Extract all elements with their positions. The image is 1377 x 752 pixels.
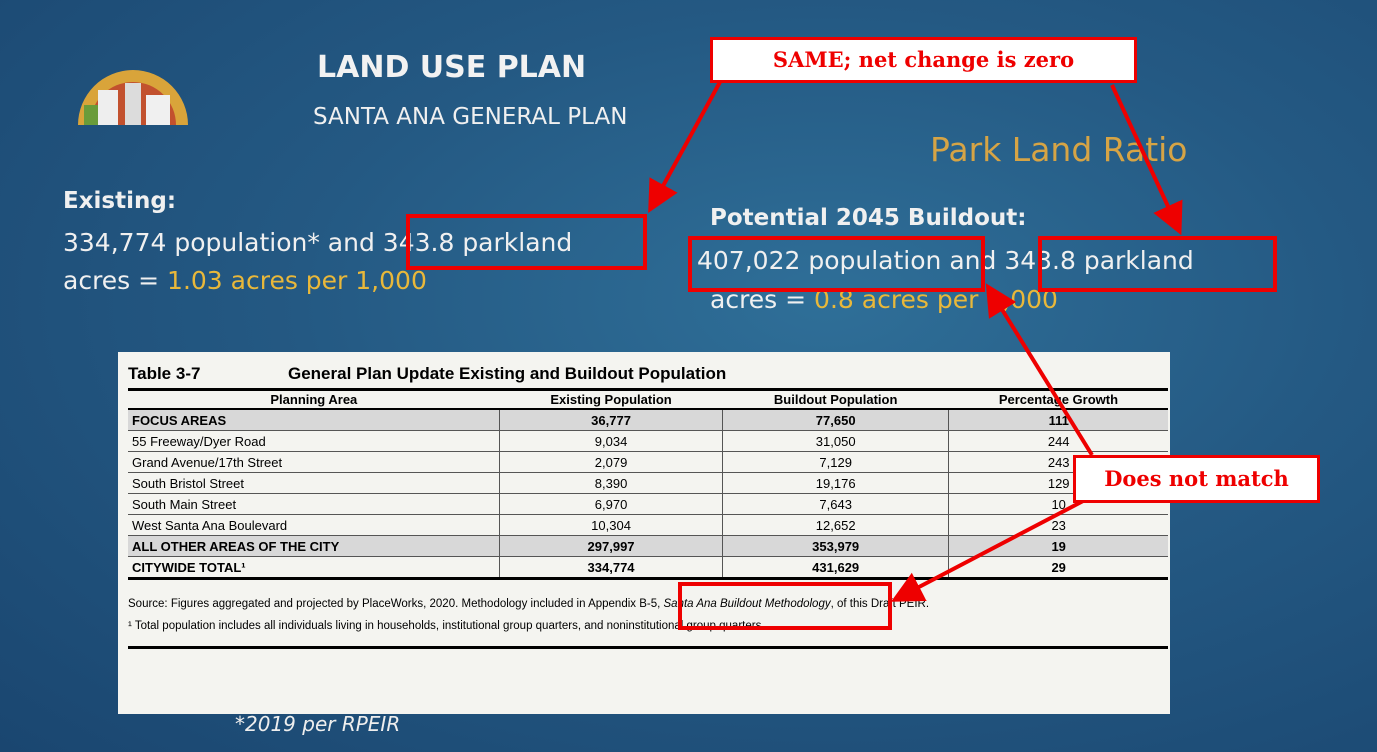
annotation: SAME; net change is zero [710,37,1137,83]
annotation: Does not match [1073,455,1320,503]
slide: LAND USE PLAN SANTA ANA GENERAL PLAN Par… [0,0,1377,752]
annotation-layer [0,0,1377,752]
